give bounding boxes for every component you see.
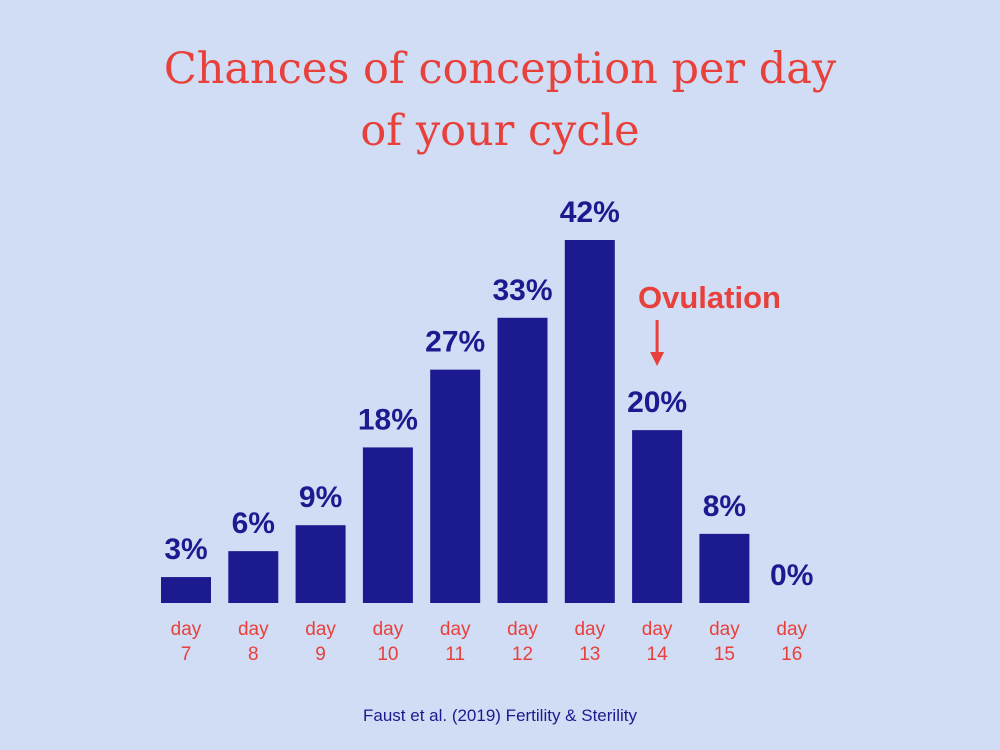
- bar-value-label: 18%: [358, 403, 418, 436]
- x-tick-label-day: day: [642, 619, 673, 640]
- x-tick-label-number: 16: [781, 644, 802, 665]
- bar-value-label: 6%: [232, 507, 275, 540]
- bar-value-label: 8%: [703, 490, 746, 523]
- bar-value-label: 9%: [299, 481, 342, 514]
- down-arrow-icon: [650, 352, 665, 366]
- source-citation: Faust et al. (2019) Fertility & Sterilit…: [363, 706, 637, 725]
- x-tick-label-number: 10: [377, 644, 398, 665]
- x-tick-label-day: day: [373, 619, 404, 640]
- x-tick-label-number: 9: [315, 644, 326, 665]
- x-tick-label-day: day: [574, 619, 605, 640]
- bar: [228, 551, 279, 603]
- bar: [699, 533, 750, 603]
- chart-title-line-1: Chances of conception per day: [163, 44, 837, 94]
- x-tick-label-number: 12: [512, 644, 533, 665]
- bar: [161, 577, 211, 603]
- chart-title: Chances of conception per day of your cy…: [0, 38, 1000, 162]
- x-tick-label-day: day: [709, 619, 740, 640]
- bar: [632, 430, 683, 603]
- x-tick-label-day: day: [440, 619, 471, 640]
- bar-value-label: 33%: [492, 274, 552, 307]
- x-tick-label-day: day: [238, 619, 269, 640]
- bar: [564, 240, 615, 603]
- x-tick-label-number: 7: [181, 644, 192, 665]
- x-tick-label-day: day: [305, 619, 336, 640]
- x-tick-label-number: 13: [579, 644, 600, 665]
- chart-title-line-2: of your cycle: [360, 106, 640, 156]
- x-tick-label-day: day: [507, 619, 538, 640]
- bar: [362, 447, 413, 603]
- x-tick-label-number: 15: [714, 644, 735, 665]
- bar-value-label: 42%: [560, 196, 620, 229]
- bar-value-label: 0%: [770, 559, 813, 592]
- bar: [497, 317, 548, 603]
- x-tick-label-number: 11: [445, 644, 465, 665]
- bar-value-label: 27%: [425, 326, 485, 359]
- x-tick-label-day: day: [776, 619, 807, 640]
- ovulation-annotation: Ovulation: [638, 280, 781, 315]
- bar: [430, 369, 481, 603]
- bar-value-label: 20%: [627, 386, 687, 419]
- x-tick-label-number: 8: [248, 644, 259, 665]
- x-tick-label-number: 14: [647, 644, 669, 665]
- bar: [295, 525, 346, 603]
- bar-value-label: 3%: [164, 533, 207, 566]
- x-tick-label-day: day: [171, 619, 202, 640]
